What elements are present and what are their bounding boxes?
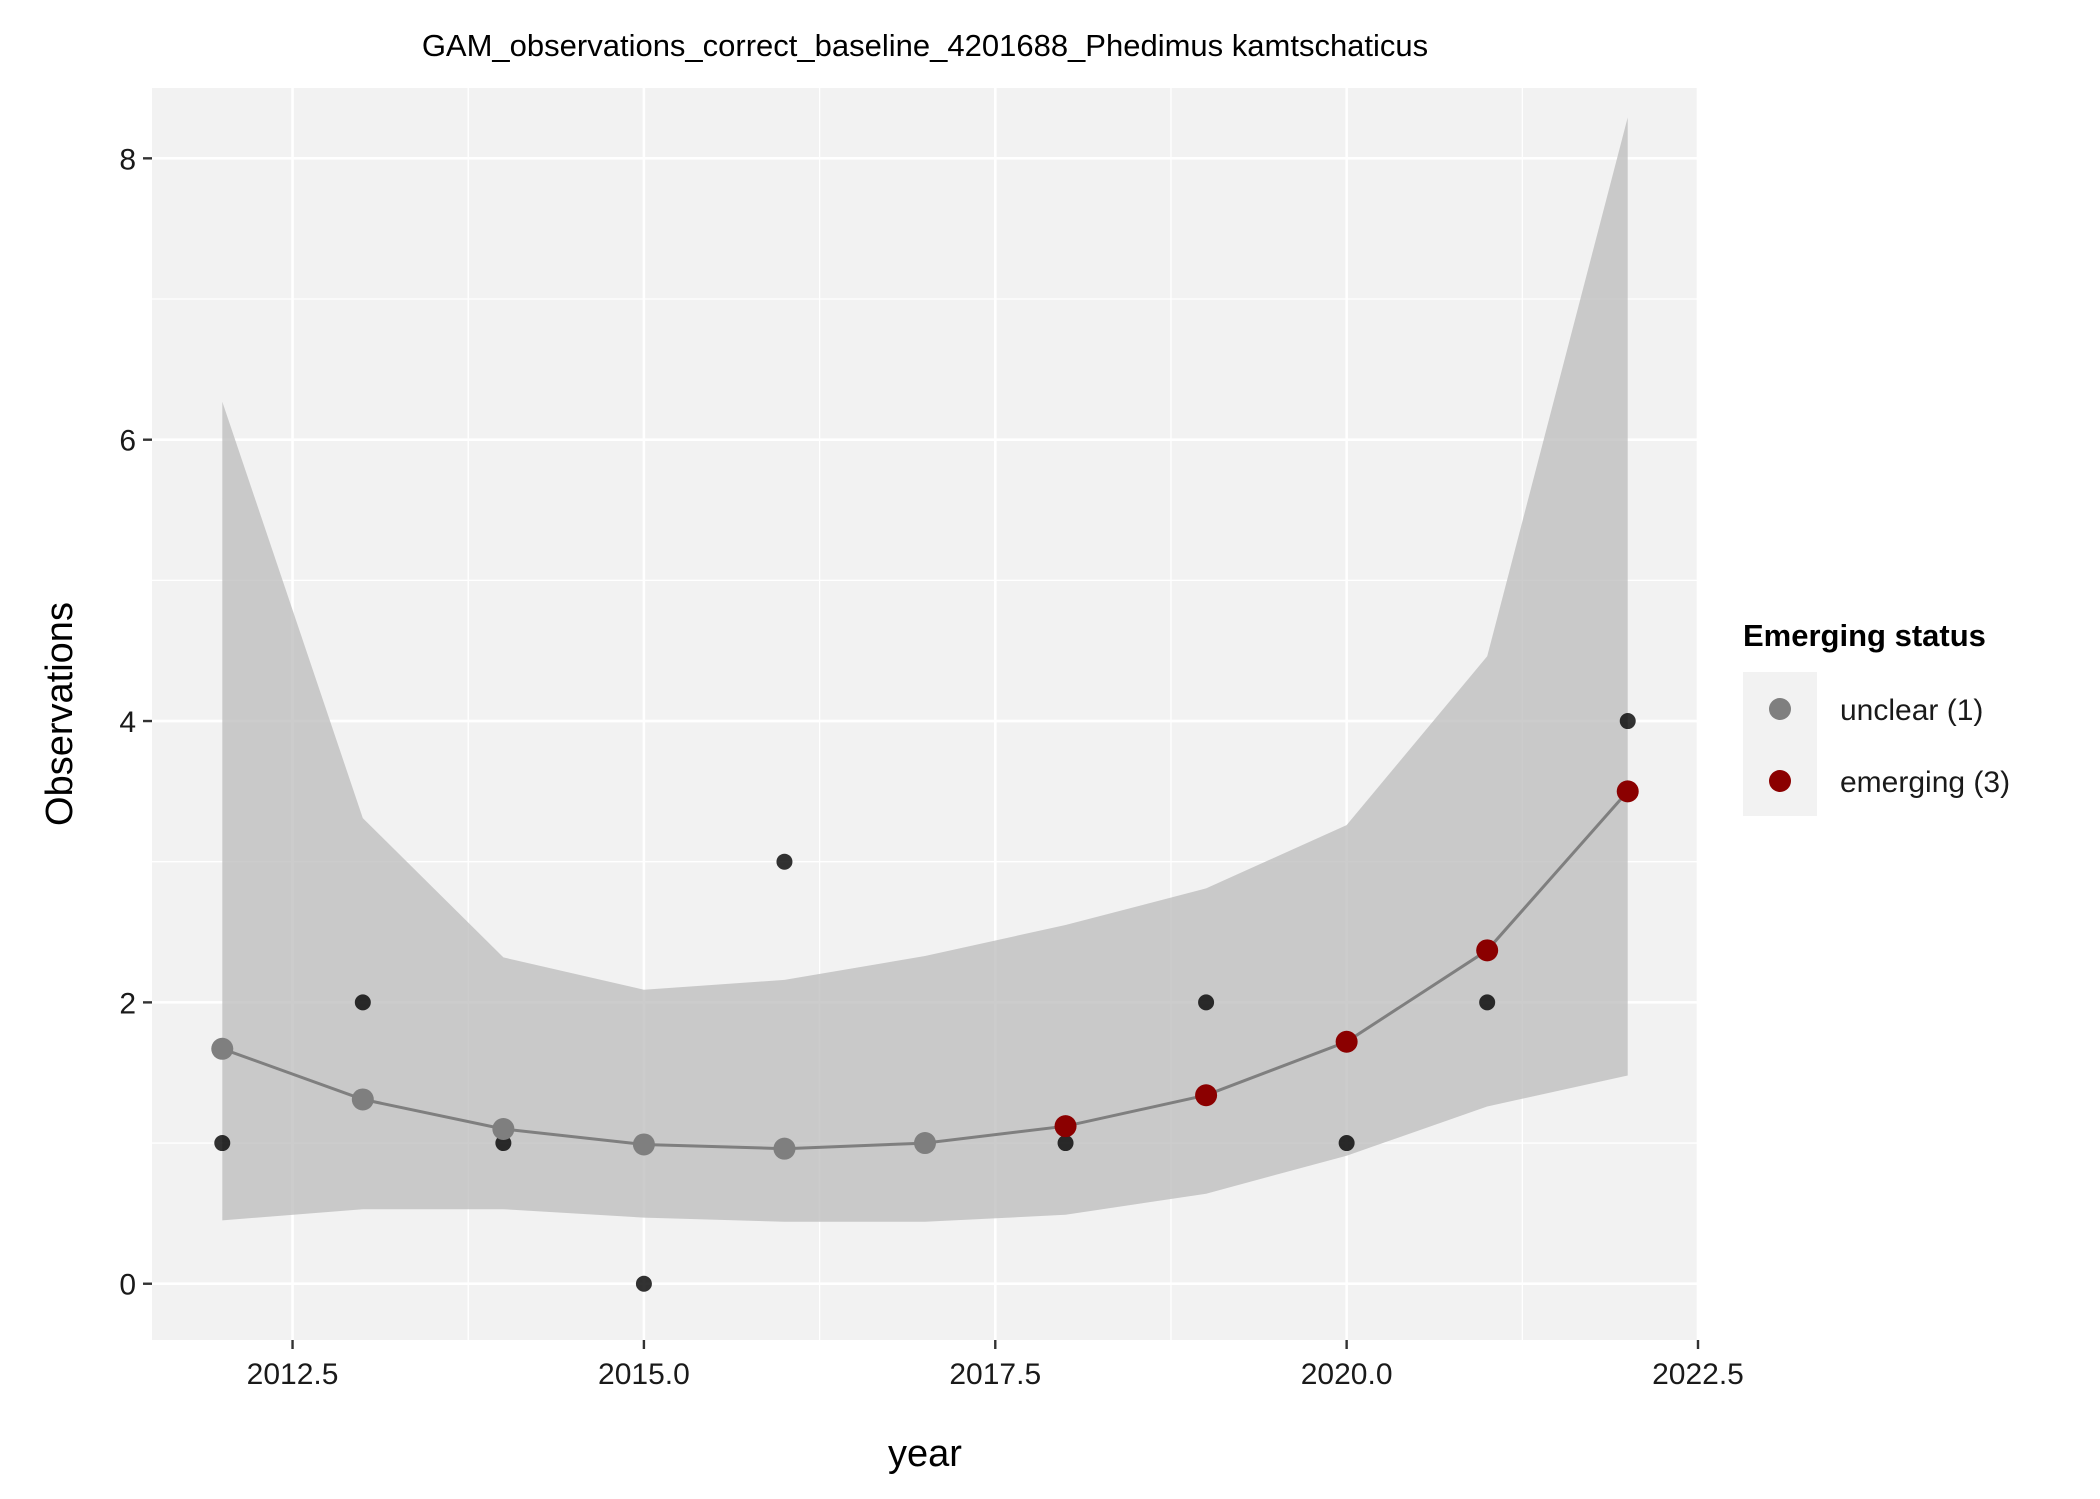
legend-key-unclear — [1769, 698, 1791, 720]
fitted-point — [492, 1117, 515, 1140]
legend: Emerging status unclear (1) emerging (3) — [1743, 618, 2010, 816]
legend-label-emerging: emerging (3) — [1840, 766, 2010, 799]
y-tick-label: 0 — [119, 1269, 136, 1302]
observed-point — [1479, 994, 1496, 1011]
observed-point — [635, 1275, 652, 1292]
observed-point — [1198, 994, 1215, 1011]
y-tick-label: 2 — [119, 987, 136, 1020]
observed-point — [776, 853, 793, 870]
fitted-point — [1476, 939, 1499, 962]
fitted-point — [1616, 780, 1639, 803]
x-tick-label: 2017.5 — [949, 1358, 1041, 1391]
observed-point — [214, 1135, 231, 1152]
fitted-point — [211, 1037, 234, 1060]
chart-title: GAM_observations_correct_baseline_420168… — [422, 28, 1428, 63]
fitted-point — [773, 1137, 796, 1160]
y-tick-label: 4 — [119, 706, 136, 739]
legend-label-unclear: unclear (1) — [1840, 694, 1983, 727]
legend-key-background — [1743, 672, 1817, 816]
x-tick-label: 2020.0 — [1301, 1358, 1393, 1391]
y-axis-title: Observations — [39, 602, 81, 826]
y-tick-label: 6 — [119, 425, 136, 458]
x-tick-label: 2022.5 — [1652, 1358, 1744, 1391]
observed-point — [1338, 1135, 1355, 1152]
fitted-point — [632, 1133, 655, 1156]
fitted-point — [1195, 1084, 1218, 1107]
observed-point — [1619, 713, 1636, 730]
observed-point — [1057, 1135, 1074, 1152]
observed-point — [354, 994, 371, 1011]
x-tick-label: 2015.0 — [598, 1358, 690, 1391]
fitted-points — [211, 780, 1639, 1160]
x-axis-title: year — [888, 1433, 962, 1475]
y-tick-label: 8 — [119, 143, 136, 176]
legend-title: Emerging status — [1743, 618, 1986, 653]
fitted-point — [914, 1132, 936, 1155]
fitted-point — [1054, 1115, 1077, 1138]
x-tick-label: 2012.5 — [247, 1358, 339, 1391]
confidence-ribbon — [222, 117, 1628, 1222]
fitted-point — [1335, 1030, 1358, 1053]
fitted-point — [351, 1088, 374, 1111]
y-axis: 0 2 4 6 8 — [119, 143, 152, 1302]
legend-key-emerging — [1769, 770, 1791, 792]
x-axis: 2012.5 2015.0 2017.5 2020.0 2022.5 — [247, 1340, 1744, 1391]
